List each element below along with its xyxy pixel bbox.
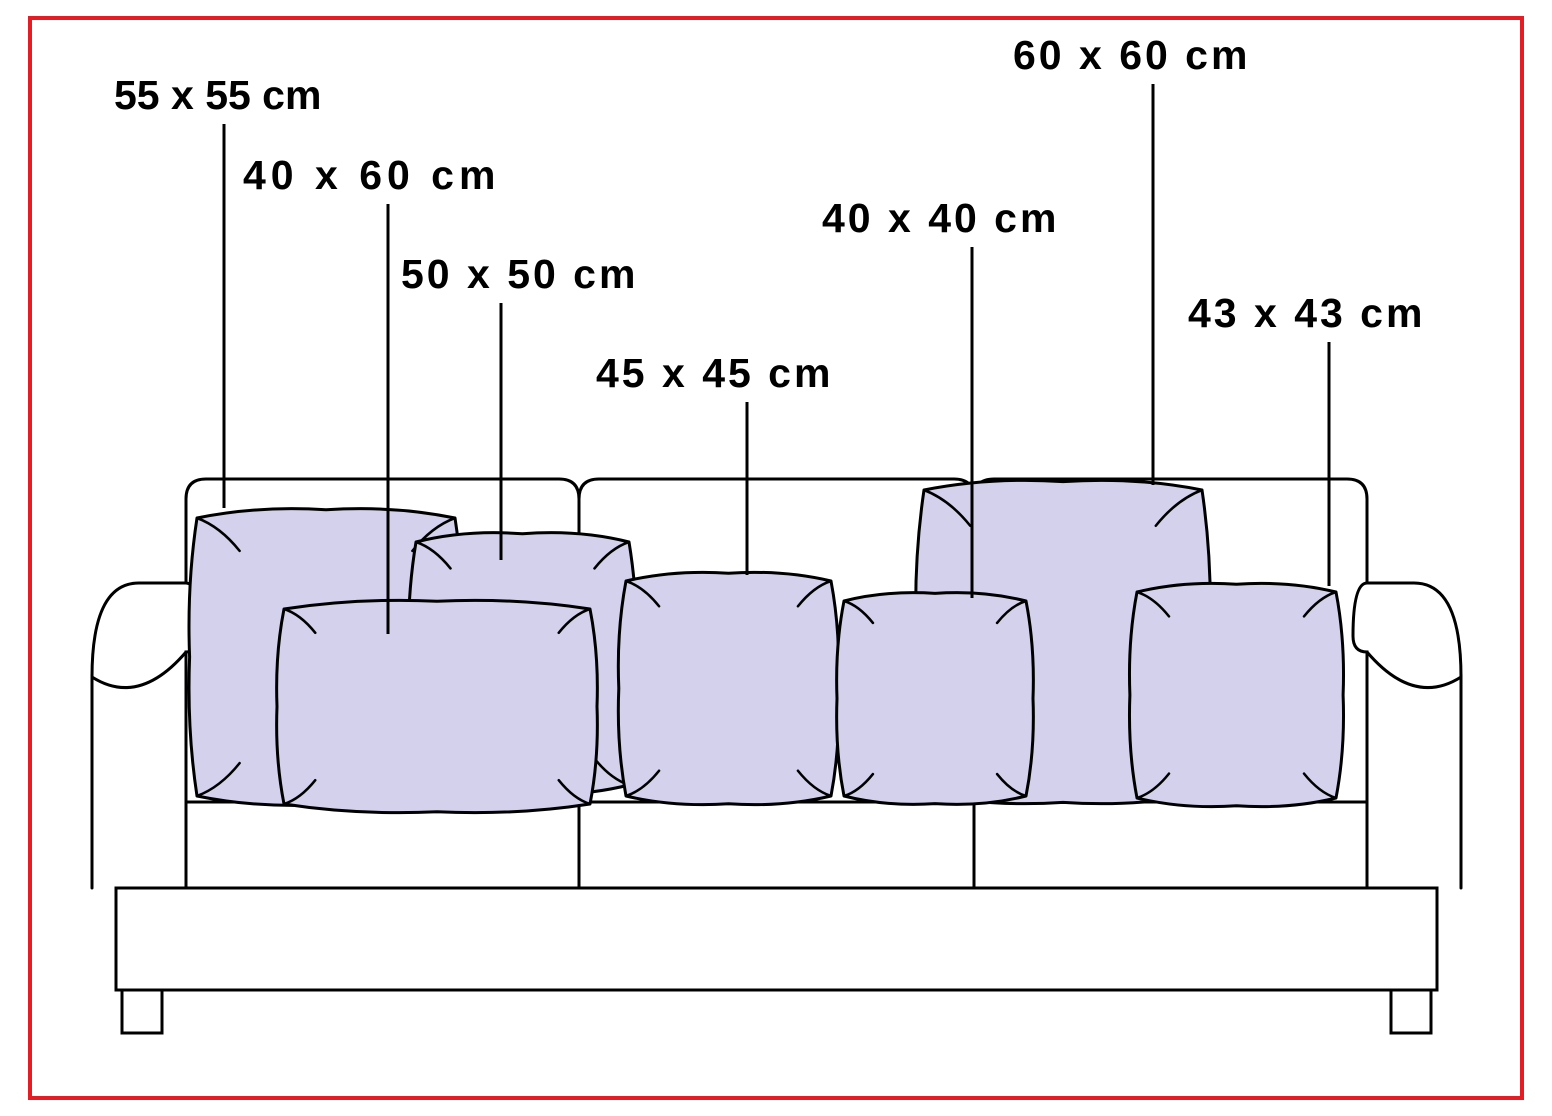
pillow bbox=[277, 600, 598, 812]
callout-label: 50 x 50 cm bbox=[401, 251, 638, 298]
callout-label: 45 x 45 cm bbox=[596, 350, 833, 397]
sofa-foot bbox=[122, 990, 162, 1033]
diagram-svg bbox=[0, 0, 1552, 1116]
callout-label: 55 x 55 cm bbox=[114, 72, 321, 119]
callout-label: 40 x 60 cm bbox=[243, 152, 500, 199]
sofa-seat-cushion bbox=[579, 802, 974, 888]
sofa-seat-cushion bbox=[974, 802, 1367, 888]
callout-label: 60 x 60 cm bbox=[1013, 32, 1250, 79]
callout-label: 43 x 43 cm bbox=[1188, 290, 1425, 337]
callout-label: 40 x 40 cm bbox=[822, 195, 1059, 242]
pillow bbox=[837, 593, 1034, 805]
sofa-foot bbox=[1391, 990, 1431, 1033]
pillow bbox=[618, 572, 838, 804]
sofa-arm bbox=[92, 583, 200, 888]
sofa-apron bbox=[116, 888, 1437, 990]
sofa-seat-cushion bbox=[186, 802, 579, 888]
pillow bbox=[1129, 583, 1343, 806]
diagram-canvas: 55 x 55 cm 40 x 60 cm 50 x 50 cm 45 x 45 cm… bbox=[0, 0, 1552, 1116]
sofa-arm bbox=[1353, 583, 1461, 888]
